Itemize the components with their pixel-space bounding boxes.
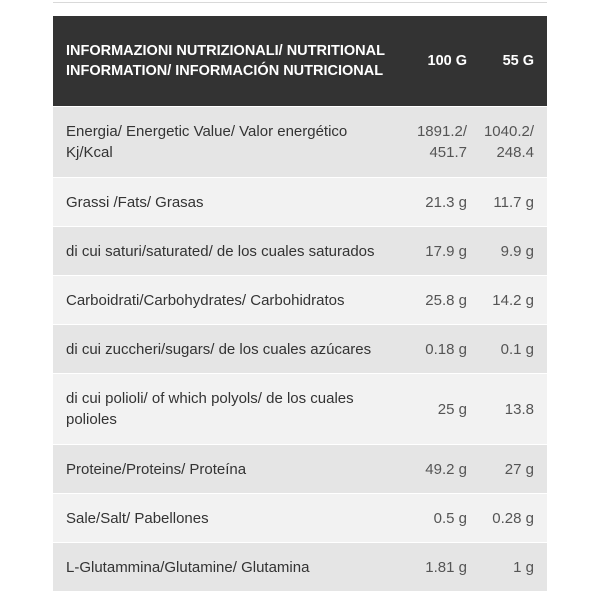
row-label: Sale/Salt/ Pabellones xyxy=(53,493,403,543)
value-55g: 14.2 g xyxy=(475,275,547,325)
table-row-polyols: di cui polioli/ of which polyols/ de los… xyxy=(53,373,547,445)
table-header-row: INFORMAZIONI NUTRIZIONALI/ NUTRITIONAL I… xyxy=(53,16,547,107)
table-row-energy: Energia/ Energetic Value/ Valor energéti… xyxy=(53,106,547,178)
row-label: L-Glutammina/Glutamine/ Glutamina xyxy=(53,542,403,591)
value-100g: 1891.2/ 451.7 xyxy=(403,106,475,178)
row-label: di cui zuccheri/sugars/ de los cuales az… xyxy=(53,324,403,374)
table-row-proteins: Proteine/Proteins/ Proteína 49.2 g 27 g xyxy=(53,444,547,494)
value-55g: 27 g xyxy=(475,444,547,494)
value-55g: 11.7 g xyxy=(475,177,547,227)
value-100g: 49.2 g xyxy=(403,444,475,494)
value-100g: 25 g xyxy=(403,373,475,445)
value-55g: 0.1 g xyxy=(475,324,547,374)
value-100g: 21.3 g xyxy=(403,177,475,227)
table-row-sugars: di cui zuccheri/sugars/ de los cuales az… xyxy=(53,324,547,374)
table-row-saturated: di cui saturi/saturated/ de los cuales s… xyxy=(53,226,547,276)
row-label: Grassi /Fats/ Grasas xyxy=(53,177,403,227)
nutrition-table: INFORMAZIONI NUTRIZIONALI/ NUTRITIONAL I… xyxy=(53,16,547,591)
table-row-glutamine: L-Glutammina/Glutamine/ Glutamina 1.81 g… xyxy=(53,542,547,591)
table-row-carbohydrates: Carboidrati/Carbohydrates/ Carbohidratos… xyxy=(53,275,547,325)
value-55g: 1040.2/ 248.4 xyxy=(475,106,547,178)
top-divider xyxy=(53,2,547,3)
row-label: di cui saturi/saturated/ de los cuales s… xyxy=(53,226,403,276)
value-100g: 1.81 g xyxy=(403,542,475,591)
row-label: Energia/ Energetic Value/ Valor energéti… xyxy=(53,106,403,178)
value-55g: 1 g xyxy=(475,542,547,591)
header-per-100g: 100 G xyxy=(403,16,475,107)
table-row-salt: Sale/Salt/ Pabellones 0.5 g 0.28 g xyxy=(53,493,547,543)
value-55g: 13.8 xyxy=(475,373,547,445)
value-100g: 0.18 g xyxy=(403,324,475,374)
value-100g: 25.8 g xyxy=(403,275,475,325)
value-100g: 0.5 g xyxy=(403,493,475,543)
row-label: Proteine/Proteins/ Proteína xyxy=(53,444,403,494)
header-per-55g: 55 G xyxy=(475,16,547,107)
row-label: Carboidrati/Carbohydrates/ Carbohidratos xyxy=(53,275,403,325)
row-label: di cui polioli/ of which polyols/ de los… xyxy=(53,373,403,445)
value-100g: 17.9 g xyxy=(403,226,475,276)
value-55g: 9.9 g xyxy=(475,226,547,276)
table-row-fats: Grassi /Fats/ Grasas 21.3 g 11.7 g xyxy=(53,177,547,227)
value-55g: 0.28 g xyxy=(475,493,547,543)
header-label: INFORMAZIONI NUTRIZIONALI/ NUTRITIONAL I… xyxy=(53,16,403,107)
